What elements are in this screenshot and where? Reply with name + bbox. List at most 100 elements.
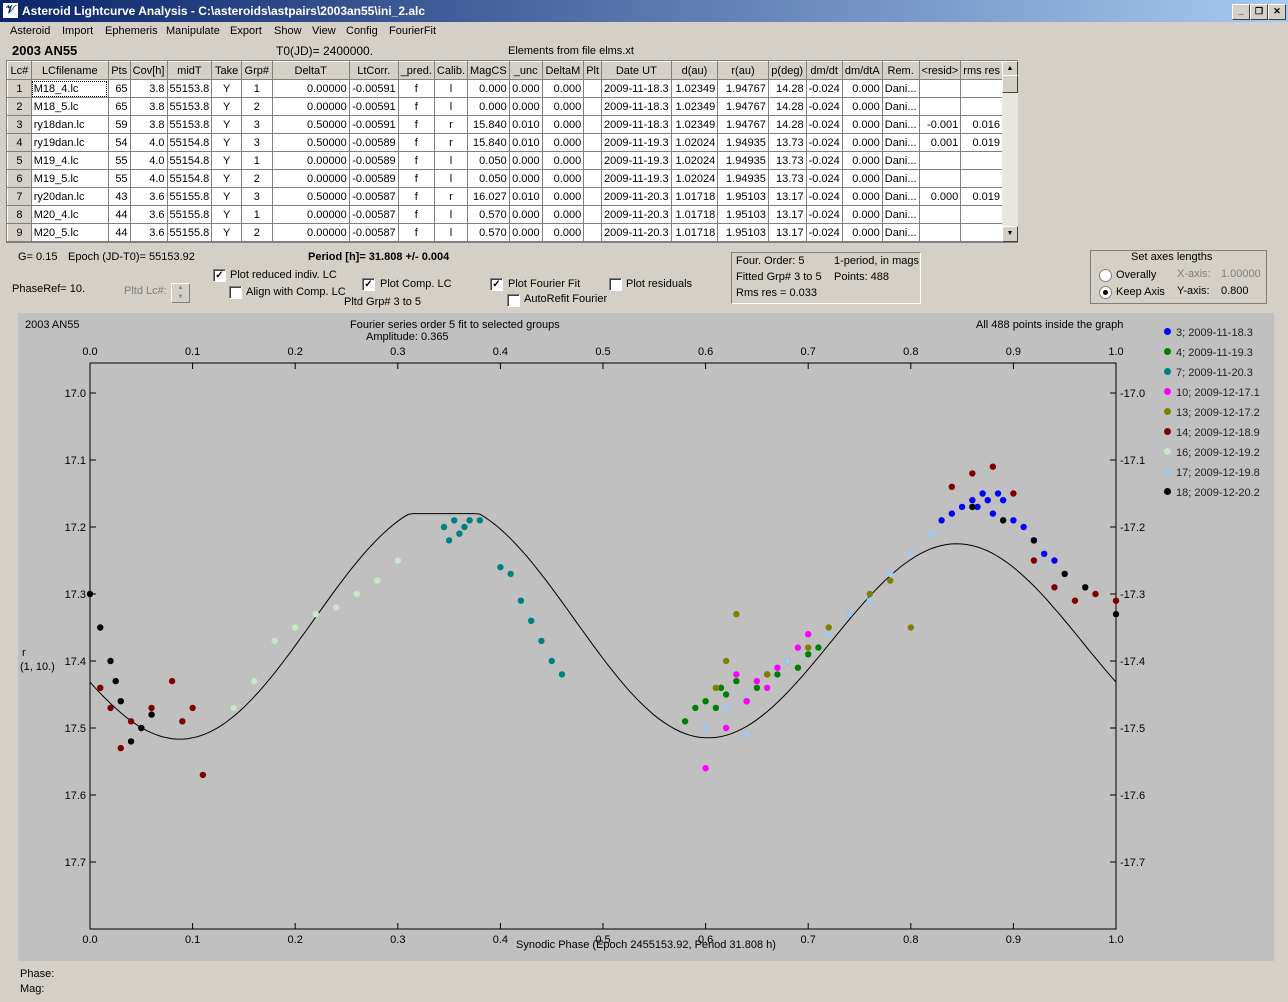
table-cell[interactable]: 0.000 xyxy=(542,169,585,188)
yaxis-value[interactable]: 0.800 xyxy=(1221,285,1249,297)
table-row[interactable]: 1 M18_4.lc 65 3.8 55153.8 Y 1 0.00000 -0.00591 f l… xyxy=(7,79,1003,98)
table-cell[interactable]: 55154.8 xyxy=(167,133,213,152)
table-cell[interactable]: 55153.8 xyxy=(167,97,213,116)
table-cell[interactable]: -0.00591 xyxy=(349,79,399,98)
table-cell[interactable] xyxy=(960,205,1003,224)
minimize-button[interactable]: _ xyxy=(1232,4,1250,20)
keep-axis-radio[interactable] xyxy=(1099,286,1112,299)
table-cell[interactable]: 3 xyxy=(241,115,273,134)
table-cell[interactable]: 43 xyxy=(108,187,131,206)
table-cell[interactable]: -0.024 xyxy=(806,169,843,188)
table-cell[interactable] xyxy=(960,169,1003,188)
table-cell[interactable]: 3.8 xyxy=(130,79,168,98)
menu-asteroid[interactable]: Asteroid xyxy=(10,25,51,37)
table-cell[interactable]: 2009-11-18.3 xyxy=(601,79,672,98)
table-cell[interactable]: 55154.8 xyxy=(167,169,213,188)
table-cell[interactable]: Y xyxy=(211,133,242,152)
table-cell[interactable]: 1.95103 xyxy=(717,223,769,242)
table-cell[interactable]: 1.01718 xyxy=(671,205,719,224)
table-cell[interactable]: 1 xyxy=(241,79,273,98)
column-header[interactable]: LtCorr. xyxy=(348,61,399,80)
column-header[interactable]: Calib. xyxy=(433,61,469,80)
table-cell[interactable]: 0.000 xyxy=(842,133,883,152)
plot-residuals-checkbox[interactable] xyxy=(609,278,622,291)
table-cell[interactable]: -0.001 xyxy=(919,115,962,134)
table-cell[interactable]: Y xyxy=(211,79,242,98)
table-cell[interactable]: Dani... xyxy=(882,151,920,170)
table-cell[interactable]: Y xyxy=(211,223,242,242)
menu-import[interactable]: Import xyxy=(62,25,94,37)
table-cell[interactable]: Dani... xyxy=(882,133,920,152)
column-header[interactable]: r(au) xyxy=(717,61,769,80)
table-cell[interactable]: 0.000 xyxy=(842,97,883,116)
column-header[interactable]: DeltaM xyxy=(541,61,585,80)
table-cell[interactable]: 0.000 xyxy=(542,187,585,206)
table-cell[interactable]: 0.000 xyxy=(842,187,883,206)
table-cell[interactable] xyxy=(583,115,603,134)
table-cell[interactable]: Y xyxy=(211,97,242,116)
table-cell[interactable]: 4.0 xyxy=(130,133,168,152)
table-cell[interactable]: 4.0 xyxy=(130,151,168,170)
table-cell[interactable]: -0.024 xyxy=(806,205,843,224)
table-cell[interactable]: 0.010 xyxy=(509,133,543,152)
table-cell[interactable]: 2009-11-18.3 xyxy=(601,115,672,134)
table-cell[interactable]: 14.28 xyxy=(768,79,807,98)
table-cell[interactable]: f xyxy=(398,151,435,170)
table-cell[interactable]: f xyxy=(398,205,435,224)
table-cell[interactable]: 0.019 xyxy=(960,133,1003,152)
table-cell[interactable] xyxy=(583,97,603,116)
lightcurve-plot[interactable]: 2003 AN55 Fourier series order 5 fit to … xyxy=(18,313,1274,961)
menu-ephemeris[interactable]: Ephemeris xyxy=(105,25,158,37)
table-cell[interactable]: l xyxy=(434,151,469,170)
row-header[interactable]: 8 xyxy=(7,205,32,224)
table-cell[interactable]: l xyxy=(434,205,469,224)
menu-config[interactable]: Config xyxy=(346,25,378,37)
column-header[interactable]: d(au) xyxy=(670,61,719,80)
table-cell[interactable] xyxy=(583,169,603,188)
table-cell[interactable]: 1.94935 xyxy=(717,151,769,170)
table-row[interactable]: 4 ry19dan.lc 54 4.0 55154.8 Y 3 0.50000 -0.00589… xyxy=(7,133,1003,152)
row-header[interactable]: 3 xyxy=(7,115,32,134)
table-cell[interactable]: 1.95103 xyxy=(717,187,769,206)
table-cell[interactable]: 0.00000 xyxy=(272,169,350,188)
table-cell[interactable]: 0.000 xyxy=(542,79,585,98)
menu-show[interactable]: Show xyxy=(274,25,302,37)
table-cell[interactable]: 1.02024 xyxy=(671,151,719,170)
table-scrollbar[interactable]: ▲ ▼ xyxy=(1002,60,1018,243)
table-cell[interactable] xyxy=(919,79,962,98)
table-cell[interactable]: 0.050 xyxy=(467,151,510,170)
table-cell[interactable]: 3 xyxy=(241,133,273,152)
table-cell[interactable] xyxy=(583,151,603,170)
table-cell[interactable]: Dani... xyxy=(882,187,920,206)
table-cell[interactable]: Dani... xyxy=(882,115,920,134)
table-cell[interactable]: -0.00587 xyxy=(349,223,399,242)
overally-radio[interactable] xyxy=(1099,269,1112,282)
table-row[interactable]: 7 ry20dan.lc 43 3.6 55155.8 Y 3 0.50000 -0.00587… xyxy=(7,187,1003,206)
table-cell[interactable] xyxy=(919,205,962,224)
table-cell[interactable]: 1.94935 xyxy=(717,133,769,152)
column-header[interactable]: Take xyxy=(211,61,242,80)
table-cell[interactable]: 0.001 xyxy=(919,133,962,152)
menu-fourierfit[interactable]: FourierFit xyxy=(389,25,437,37)
table-cell[interactable]: M19_5.lc xyxy=(31,169,109,188)
table-cell[interactable]: 44 xyxy=(108,223,131,242)
table-cell[interactable]: 15.840 xyxy=(467,133,510,152)
table-cell[interactable]: 0.50000 xyxy=(272,133,350,152)
table-cell[interactable]: 13.17 xyxy=(768,223,807,242)
menu-export[interactable]: Export xyxy=(230,25,262,37)
plot-reduced-checkbox[interactable]: ✓ xyxy=(213,269,226,282)
table-cell[interactable]: f xyxy=(398,97,435,116)
table-cell[interactable]: 0.000 xyxy=(509,223,543,242)
row-header[interactable]: 6 xyxy=(7,169,32,188)
table-cell[interactable]: 3.8 xyxy=(130,115,168,134)
table-cell[interactable]: 3.8 xyxy=(130,97,168,116)
table-cell[interactable]: Y xyxy=(211,115,242,134)
table-cell[interactable]: -0.00587 xyxy=(349,205,399,224)
column-header[interactable]: MagCS xyxy=(467,61,510,80)
table-cell[interactable]: 1.94767 xyxy=(717,115,769,134)
table-cell[interactable]: 1.02349 xyxy=(671,115,719,134)
table-cell[interactable]: 0.000 xyxy=(842,115,883,134)
table-cell[interactable]: f xyxy=(398,187,435,206)
table-cell[interactable] xyxy=(919,169,962,188)
table-cell[interactable]: 0.000 xyxy=(842,205,883,224)
